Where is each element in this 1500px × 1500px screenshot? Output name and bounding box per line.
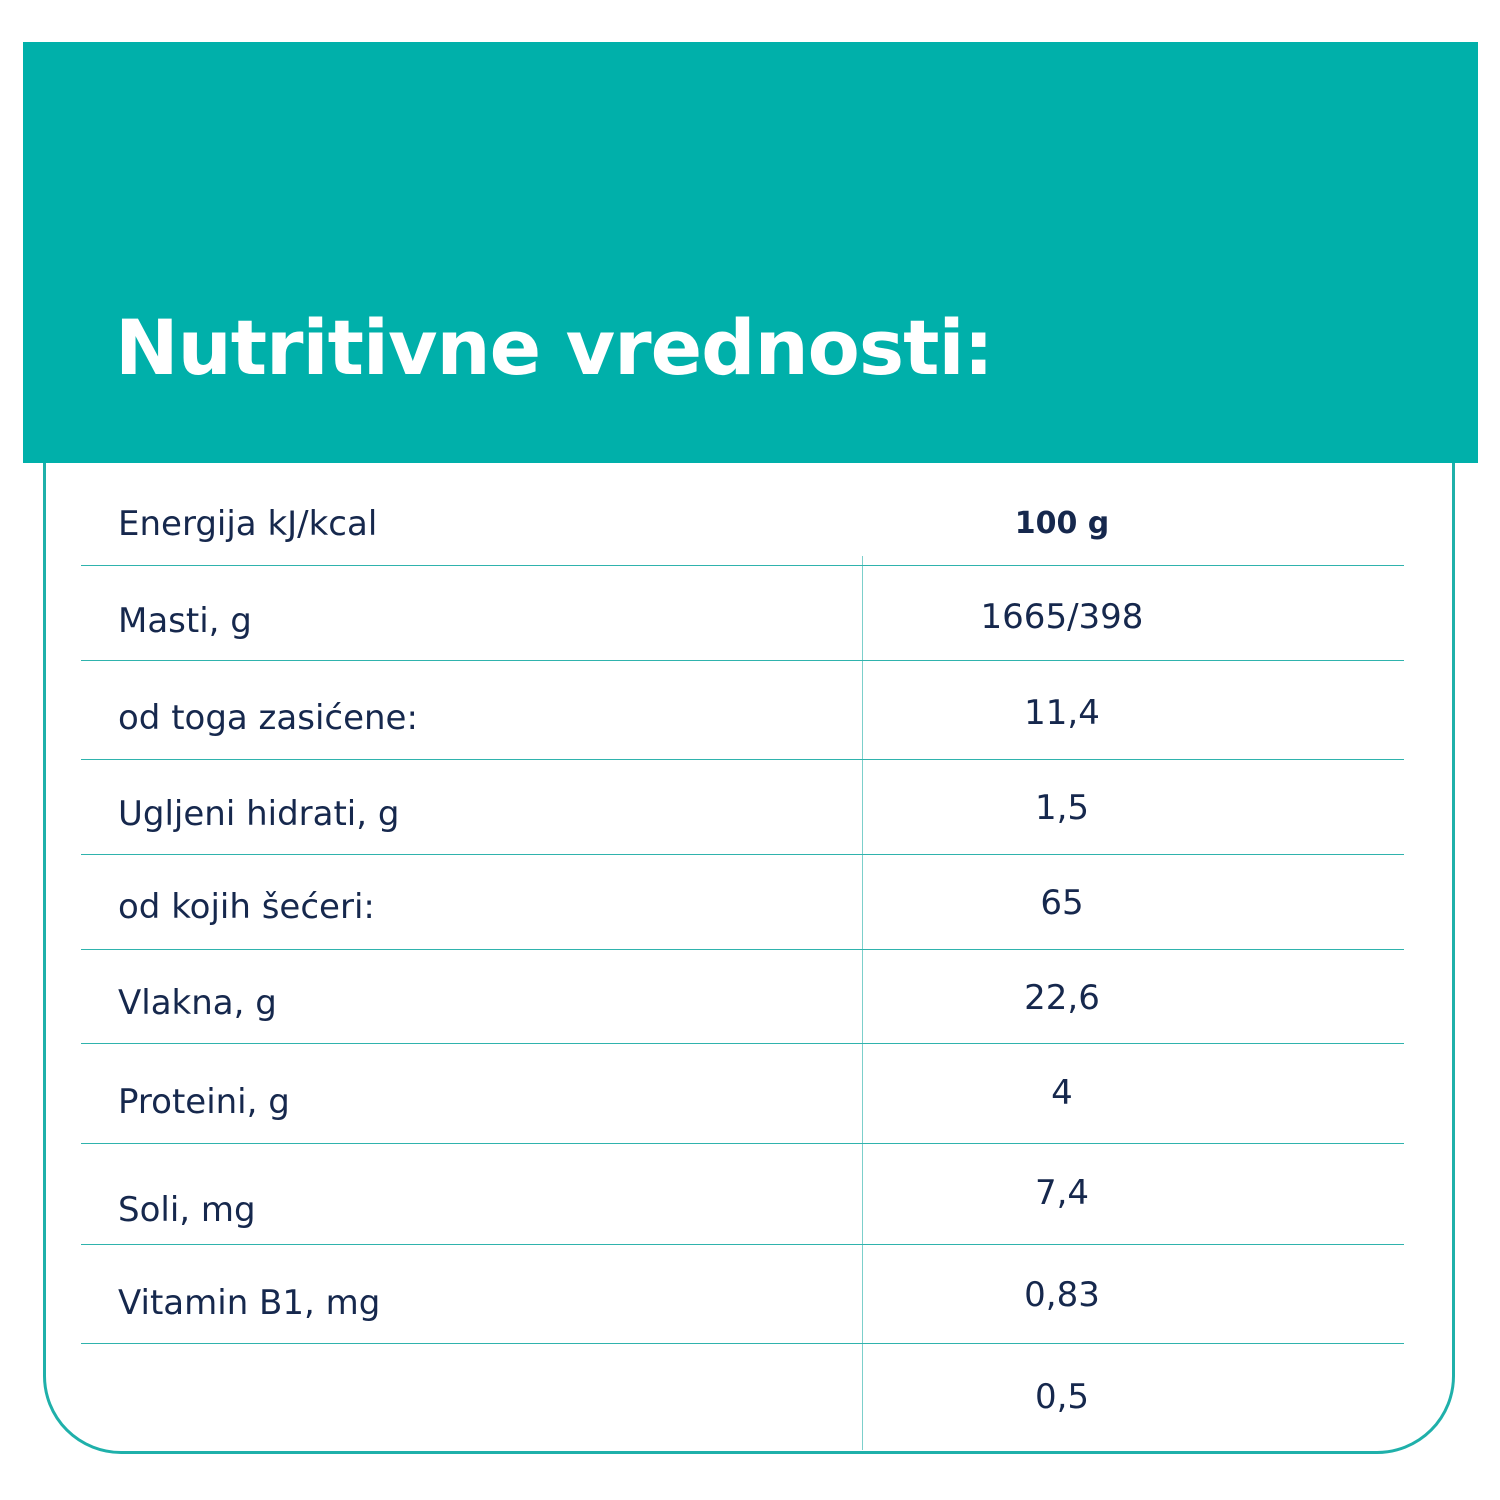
column-header-100g: 100 g (1014, 506, 1110, 541)
row-label-energy: Energija kJ/kcal (118, 504, 378, 544)
row-divider (81, 565, 1404, 566)
row-divider (81, 854, 1404, 855)
row-divider (81, 1043, 1404, 1044)
row-value-protein: 4 (1051, 1073, 1073, 1113)
row-label-fiber: Vlakna, g (118, 983, 277, 1023)
row-value-vitamin-b1: 0,83 (1024, 1275, 1100, 1315)
header-banner: Nutritivne vrednosti: (23, 42, 1478, 463)
row-label-sugars: od kojih šećeri: (118, 887, 375, 927)
row-value-fat: 1665/398 (980, 597, 1144, 637)
row-divider (81, 660, 1404, 661)
row-divider (81, 949, 1404, 950)
row-divider (81, 1343, 1404, 1344)
page-title: Nutritivne vrednosti: (115, 303, 994, 392)
row-divider (81, 759, 1404, 760)
row-value-saturated: 11,4 (1024, 693, 1100, 733)
row-label-fat: Masti, g (118, 601, 252, 641)
row-label-vitamin-b1: Vitamin B1, mg (118, 1283, 381, 1323)
row-divider (81, 1244, 1404, 1245)
row-value-sugars: 65 (1040, 883, 1084, 923)
row-value-salt: 7,4 (1034, 1173, 1090, 1213)
row-value-last: 0,5 (1034, 1377, 1090, 1417)
row-label-protein: Proteini, g (118, 1082, 290, 1122)
row-value-fiber: 22,6 (1024, 978, 1100, 1018)
column-divider (862, 556, 863, 1450)
row-label-saturated: od toga zasićene: (118, 698, 418, 738)
row-label-salt: Soli, mg (118, 1190, 256, 1230)
row-value-carbs: 1,5 (1034, 788, 1090, 828)
row-label-carbs: Ugljeni hidrati, g (118, 794, 400, 834)
row-divider (81, 1143, 1404, 1144)
